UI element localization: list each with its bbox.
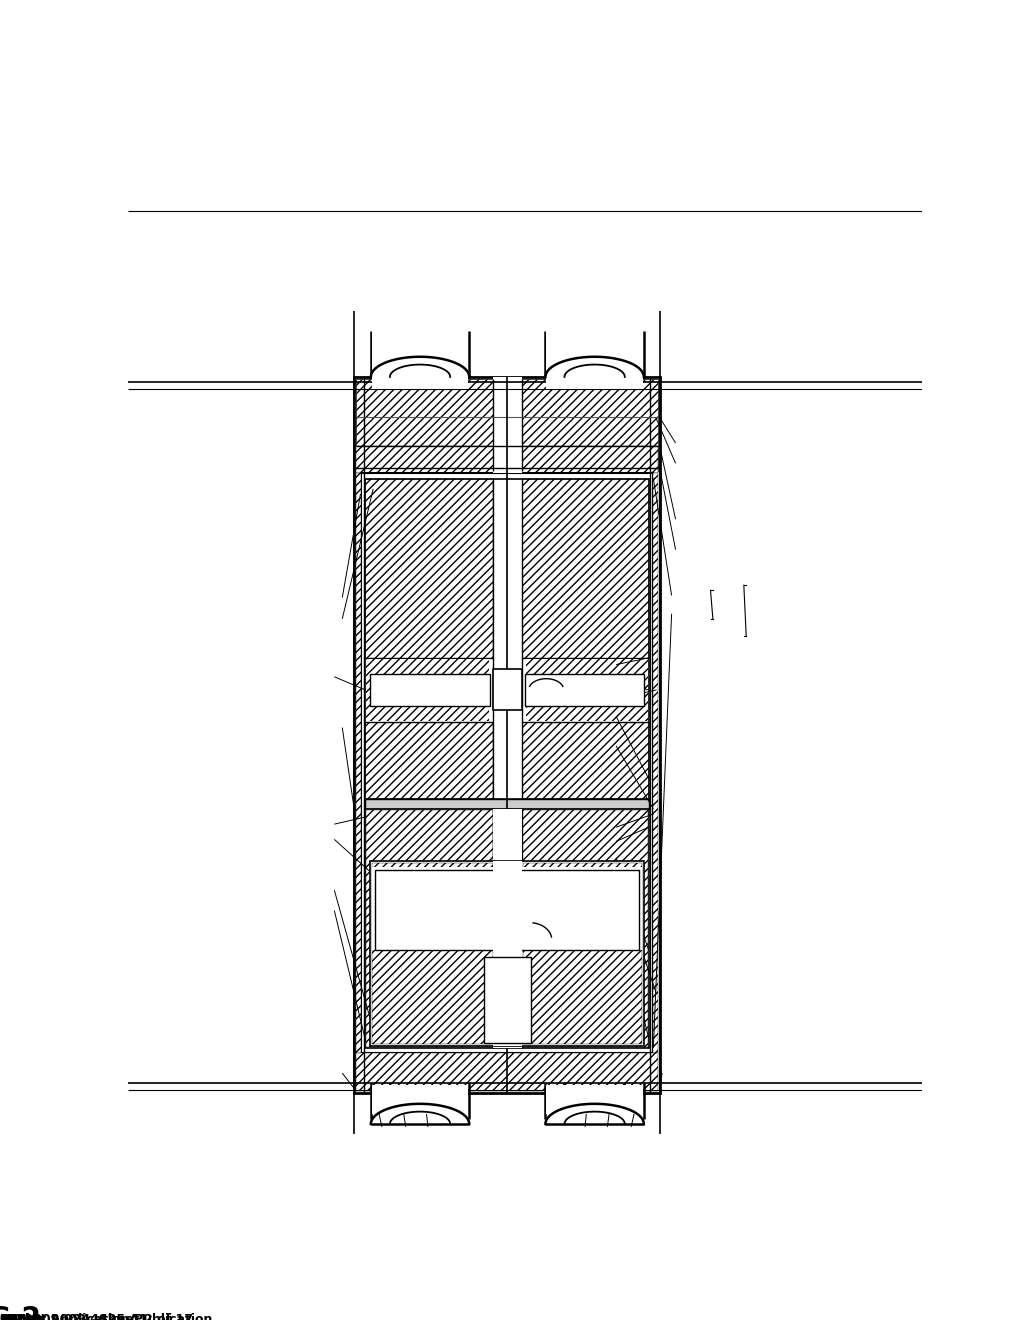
Bar	[483, 957, 531, 1043]
Bar	[391, 330, 450, 389]
Bar	[494, 479, 521, 799]
Bar	[653, 474, 658, 1053]
Bar	[372, 863, 494, 1044]
Text: 233a: 233a	[1, 1313, 34, 1320]
Text: 191bu: 191bu	[1, 1313, 43, 1320]
Text: 191bb: 191bb	[1, 1313, 43, 1320]
Bar	[360, 474, 653, 1053]
Bar	[367, 659, 489, 721]
Text: 220: 220	[1, 1313, 26, 1320]
Text: 131: 131	[1, 1313, 27, 1320]
Text: 133a: 133a	[1, 1313, 34, 1320]
Bar	[366, 809, 648, 1048]
Text: 185b: 185b	[1, 1313, 35, 1320]
Text: Patent Application Publication: Patent Application Publication	[0, 1312, 212, 1320]
Text: 191a: 191a	[1, 1313, 34, 1320]
Bar	[354, 378, 659, 1093]
Bar	[524, 675, 644, 706]
Bar	[367, 810, 494, 1047]
Text: 191bu: 191bu	[1, 1313, 43, 1320]
Bar	[494, 809, 521, 1048]
Bar	[366, 479, 493, 799]
Text: 191b: 191b	[1, 1313, 35, 1320]
Text: 191: 191	[1, 1313, 27, 1320]
Bar	[366, 799, 648, 809]
Bar	[494, 981, 521, 1007]
Bar	[521, 479, 648, 799]
Bar	[370, 675, 489, 706]
Bar	[372, 330, 468, 389]
Bar	[494, 862, 521, 1045]
Bar	[494, 378, 521, 474]
Bar	[366, 799, 648, 809]
Text: 235b: 235b	[1, 1313, 35, 1320]
Text: 191bb: 191bb	[1, 1313, 43, 1320]
Bar	[366, 657, 648, 722]
Text: 171a: 171a	[1, 1313, 34, 1320]
Text: 121: 121	[1, 1313, 27, 1320]
Text: 137: 137	[1, 1313, 27, 1320]
Bar	[355, 379, 494, 471]
Bar	[370, 862, 644, 1045]
Text: 193bb: 193bb	[1, 1313, 43, 1320]
Bar	[565, 330, 624, 389]
Text: 235a: 235a	[1, 1313, 34, 1320]
Bar	[355, 1053, 658, 1092]
Bar	[546, 1085, 643, 1114]
Bar	[355, 474, 360, 1053]
Text: 185a: 185a	[1, 1313, 34, 1320]
Text: Oct. 1, 2009   Sheet 2 of 17: Oct. 1, 2009 Sheet 2 of 17	[0, 1312, 194, 1320]
Bar	[372, 1085, 468, 1114]
Text: 175a: 175a	[1, 1313, 34, 1320]
Bar	[355, 446, 494, 474]
Text: US 2009/0244425 A1: US 2009/0244425 A1	[1, 1312, 147, 1320]
Bar	[522, 810, 648, 1047]
Bar	[522, 379, 658, 471]
Bar	[526, 659, 648, 721]
Bar	[523, 863, 642, 1044]
Bar	[366, 479, 648, 799]
Bar	[522, 446, 658, 474]
Text: 191a: 191a	[1, 1313, 34, 1320]
Bar	[375, 870, 639, 950]
Text: FIG.2: FIG.2	[0, 1305, 41, 1320]
Bar	[546, 330, 643, 389]
Bar	[494, 669, 521, 710]
Bar	[372, 866, 642, 950]
